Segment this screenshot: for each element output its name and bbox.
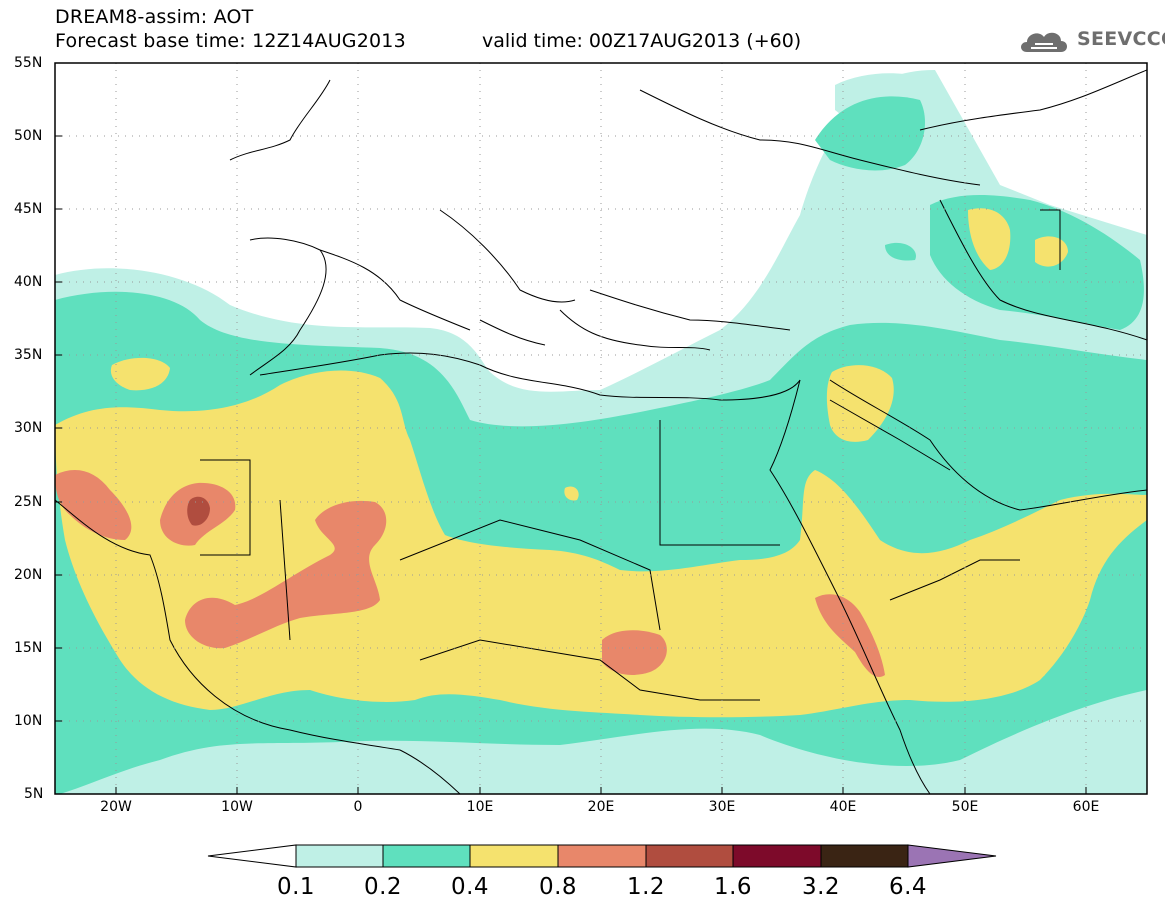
map-frame bbox=[54, 62, 1148, 795]
lon-label: 30E bbox=[708, 799, 736, 815]
aot-0.4-0.8-area bbox=[55, 208, 1147, 718]
lat-label: 55N bbox=[14, 55, 43, 71]
forecast-base-time: Forecast base time: 12Z14AUG2013 bbox=[55, 30, 406, 52]
lat-label: 45N bbox=[14, 201, 43, 217]
colorbar-label: 1.6 bbox=[713, 874, 753, 900]
lon-label: 40E bbox=[829, 799, 857, 815]
colorbar bbox=[207, 844, 997, 868]
lat-label: 30N bbox=[14, 420, 43, 436]
seevccc-logo: SEEVCCC bbox=[1017, 24, 1165, 56]
colorbar-segment bbox=[557, 844, 647, 868]
lon-label: 60E bbox=[1072, 799, 1100, 815]
valid-time: valid time: 00Z17AUG2013 (+60) bbox=[482, 30, 802, 52]
colorbar-upper-arrow bbox=[907, 844, 997, 868]
coastlines-borders bbox=[55, 69, 1147, 794]
lat-label: 25N bbox=[14, 494, 43, 510]
lat-label: 10N bbox=[14, 713, 43, 729]
lon-label: 10W bbox=[221, 799, 253, 815]
lon-label: 10E bbox=[466, 799, 494, 815]
colorbar-segment bbox=[820, 844, 909, 868]
lon-label: 50E bbox=[951, 799, 979, 815]
colorbar-label: 0.2 bbox=[363, 874, 403, 900]
colorbar-segment bbox=[295, 844, 384, 868]
colorbar-label: 0.4 bbox=[450, 874, 490, 900]
aot-1.2-1.6-area bbox=[187, 496, 210, 526]
colorbar-lower-arrow bbox=[207, 844, 297, 868]
lat-label: 5N bbox=[24, 786, 44, 802]
cloud-icon bbox=[1021, 32, 1067, 52]
colorbar-label: 3.2 bbox=[801, 874, 841, 900]
axis-ticks bbox=[55, 135, 1087, 794]
colorbar-label: 0.8 bbox=[538, 874, 578, 900]
colorbar-segment bbox=[732, 844, 822, 868]
lat-label: 40N bbox=[14, 274, 43, 290]
colorbar-segment bbox=[469, 844, 559, 868]
lat-label: 15N bbox=[14, 640, 43, 656]
lat-label: 20N bbox=[14, 567, 43, 583]
colorbar-segment bbox=[645, 844, 734, 868]
lon-label: 0 bbox=[353, 799, 363, 815]
colorbar-segment bbox=[382, 844, 471, 868]
map-grid bbox=[55, 63, 1147, 794]
lon-label: 20E bbox=[587, 799, 615, 815]
colorbar-label: 1.2 bbox=[626, 874, 666, 900]
lat-label: 35N bbox=[14, 347, 43, 363]
colorbar-label: 0.1 bbox=[276, 874, 316, 900]
logo-text: SEEVCCC bbox=[1077, 28, 1165, 50]
colorbar-label: 6.4 bbox=[888, 874, 928, 900]
lon-label: 20W bbox=[100, 799, 132, 815]
lat-label: 50N bbox=[14, 128, 43, 144]
chart-title: DREAM8-assim: AOT bbox=[55, 6, 254, 28]
